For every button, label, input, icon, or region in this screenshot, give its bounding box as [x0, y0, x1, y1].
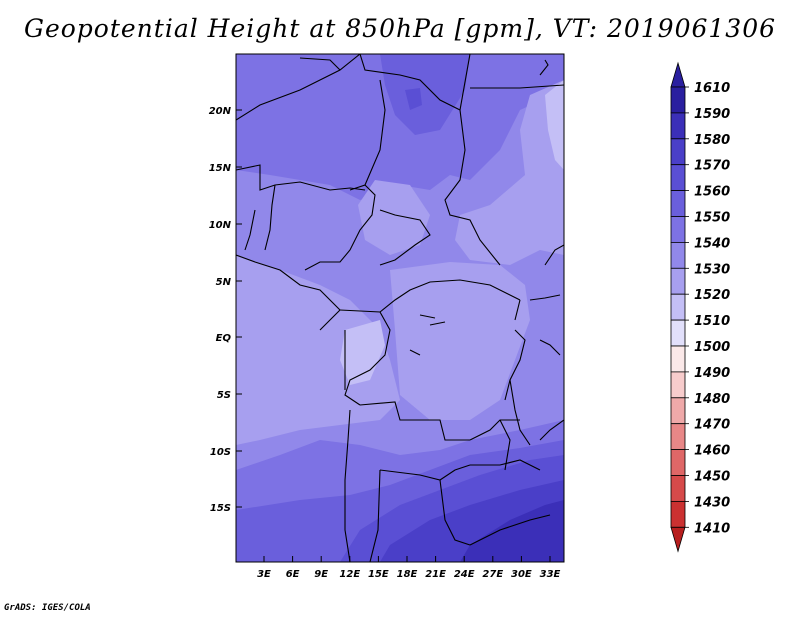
lat-tick-label: 10N	[209, 220, 232, 231]
colorbar-level-label: 1490	[694, 366, 730, 381]
field-1530-sahel	[358, 180, 430, 255]
colorbar: 1610 1590 1580 1570 1560 1550 1540 1530 1520 1510…	[670, 61, 730, 553]
colorbar-level-label: 1560	[694, 185, 730, 200]
lat-tick-label: 15S	[210, 503, 231, 514]
colorbar-level-label: 1500	[694, 340, 730, 355]
lon-tick-label: 21E	[425, 569, 446, 580]
colorbar-swatch	[670, 293, 686, 321]
lon-tick-label: 18E	[397, 569, 418, 580]
country-borders	[236, 54, 564, 562]
height-field	[236, 54, 564, 562]
colorbar-swatch	[670, 267, 686, 295]
lon-tick-label: 3E	[257, 569, 271, 580]
lat-tick-label: 10S	[210, 447, 231, 458]
colorbar-swatch	[670, 86, 686, 114]
colorbar-swatch	[670, 112, 686, 140]
colorbar-level-label: 1580	[694, 133, 730, 148]
lat-tick-label: EQ	[216, 333, 232, 344]
lat-tick-label: 20N	[209, 106, 232, 117]
colorbar-level-label: 1540	[694, 236, 730, 251]
colorbar-swatch	[670, 241, 686, 269]
colorbar-swatch	[670, 319, 686, 347]
colorbar-level-label: 1590	[694, 107, 730, 122]
longitude-axis: 3E 6E 9E 12E 15E 18E 21E 24E 27E 30E 33E	[257, 556, 561, 580]
colorbar-swatch	[670, 371, 686, 399]
lon-tick-label: 12E	[339, 569, 360, 580]
colorbar-level-label: 1520	[694, 288, 730, 303]
colorbar-swatch	[670, 397, 686, 425]
colorbar-level-label: 1450	[694, 470, 730, 485]
credit-text: GrADS: IGES/COLA	[4, 603, 91, 613]
lat-tick-label: 15N	[209, 163, 232, 174]
field-1520-central-spot	[340, 320, 385, 385]
field-1530-west	[236, 255, 400, 445]
lon-tick-label: 27E	[482, 569, 503, 580]
colorbar-swatch	[670, 500, 686, 528]
colorbar-level-label: 1480	[694, 392, 730, 407]
colorbar-swatch	[670, 190, 686, 217]
colorbar-swatch	[670, 449, 686, 476]
colorbar-top-arrow	[670, 61, 686, 88]
field-1570-north-spot	[405, 88, 422, 110]
lon-tick-label: 24E	[454, 569, 475, 580]
lon-tick-label: 30E	[511, 569, 532, 580]
colorbar-level-label: 1470	[694, 418, 730, 433]
colorbar-bottom-arrow	[670, 526, 686, 553]
field-1520-northeast	[545, 80, 564, 170]
colorbar-level-label: 1510	[694, 314, 730, 329]
colorbar-level-label: 1430	[694, 495, 730, 510]
colorbar-swatch	[670, 216, 686, 243]
lon-tick-label: 15E	[368, 569, 389, 580]
colorbar-level-label: 1610	[694, 81, 730, 96]
field-1530-northeast	[455, 80, 564, 265]
colorbar-level-label: 1550	[694, 211, 730, 226]
field-1550-north	[236, 54, 564, 200]
colorbar-level-label: 1410	[694, 521, 730, 536]
colorbar-swatch	[670, 164, 686, 191]
colorbar-swatch	[670, 475, 686, 502]
lon-tick-label: 33E	[540, 569, 561, 580]
map-title: Geopotential Height at 850hPa [gpm], VT:…	[23, 14, 777, 43]
map-frame	[235, 53, 565, 563]
colorbar-level-label: 1460	[694, 444, 730, 459]
latitude-axis: 20N 15N 10N 5N EQ 5S 10S 15S	[209, 106, 242, 514]
colorbar-swatch	[670, 138, 686, 166]
colorbar-level-label: 1570	[694, 159, 730, 174]
colorbar-swatch	[670, 345, 686, 373]
lat-tick-label: 5S	[217, 390, 231, 401]
colorbar-level-label: 1530	[694, 262, 730, 277]
lat-tick-label: 5N	[216, 277, 232, 288]
field-1590-south	[460, 500, 564, 562]
field-1560-north	[380, 54, 470, 135]
colorbar-swatch	[670, 423, 686, 451]
lon-tick-label: 6E	[286, 569, 300, 580]
field-1530-centre	[390, 262, 530, 420]
lon-tick-label: 9E	[314, 569, 328, 580]
